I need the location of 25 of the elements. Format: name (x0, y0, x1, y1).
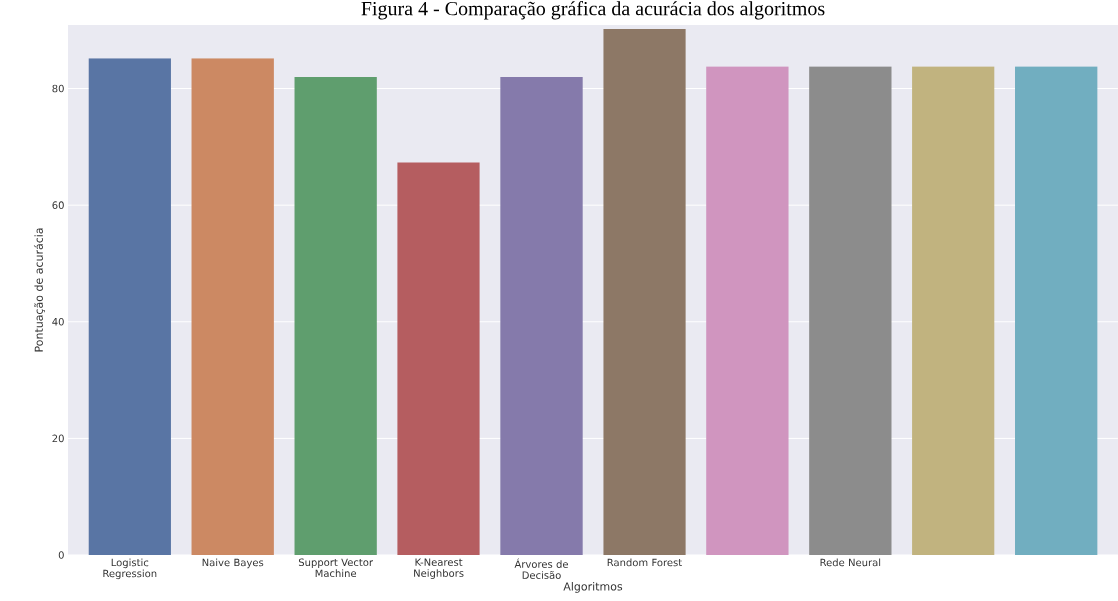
x-axis-title: Algoritmos (563, 582, 623, 593)
x-tick-label: Árvores de Decisão (514, 558, 569, 579)
bar (1015, 66, 1098, 555)
x-tick-label: K-Nearest Neighbors (414, 558, 464, 579)
x-tick-label: Rede Neural (820, 558, 881, 567)
bar (912, 66, 995, 555)
bar (191, 58, 274, 555)
bar (397, 162, 480, 555)
x-tick-label: Logistic Regression (103, 558, 157, 580)
y-axis-title: Pontuação de acurácia (33, 228, 45, 352)
x-tick-label: Random Forest (607, 558, 682, 567)
y-tick-label: 20 (52, 434, 64, 443)
y-tick-label: 40 (52, 317, 64, 326)
x-tick-label: Support Vector Machine (298, 558, 374, 578)
bar (809, 66, 892, 555)
y-tick-label: 60 (52, 201, 64, 209)
bar (603, 29, 686, 555)
y-tick-label: 80 (52, 84, 64, 93)
x-tick-label: Naive Bayes (202, 558, 264, 569)
bar (88, 58, 171, 555)
bar (500, 76, 583, 555)
chart-title: Figura 4 - Comparação gráfica da acurácia dos algoritmos (361, 1, 825, 20)
y-tick-label: 0 (58, 551, 64, 559)
bar (706, 66, 789, 555)
bar (294, 76, 377, 555)
